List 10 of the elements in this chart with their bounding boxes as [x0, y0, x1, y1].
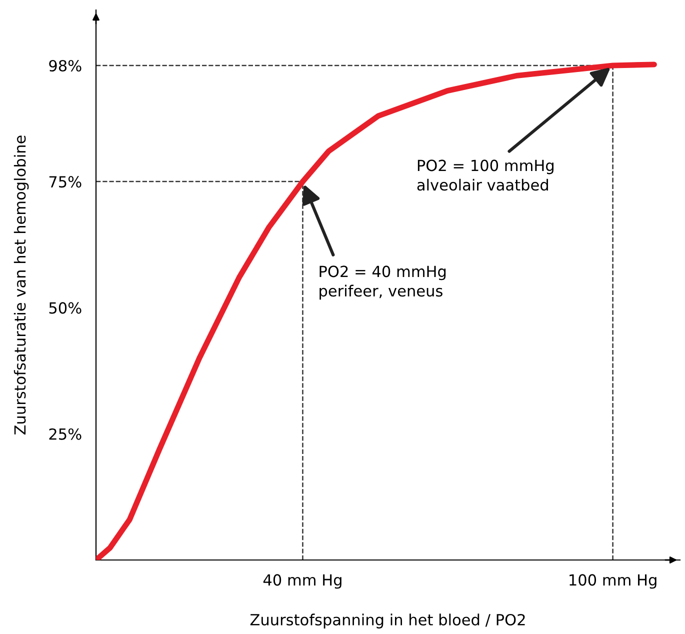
y-tick-label: 75% — [49, 176, 82, 188]
x-tick-label: 100 mm Hg — [570, 574, 656, 589]
annotation: PO2 = 100 mmHg alveolair vaatbed — [417, 160, 554, 191]
y-tick-label: 98% — [49, 60, 82, 72]
y-tick-label: 50% — [49, 302, 82, 314]
y-tick-label: 25% — [49, 428, 82, 440]
x-tick-label: 40 mm Hg — [263, 574, 342, 589]
y-axis-title: Zuurstofsaturatie van het hemoglobine — [14, 136, 29, 435]
annotation: PO2 = 40 mmHg perifeer, veneus — [320, 266, 446, 300]
x-axis-title: Zuurstofspanning in het bloed / PO2 — [250, 614, 525, 628]
